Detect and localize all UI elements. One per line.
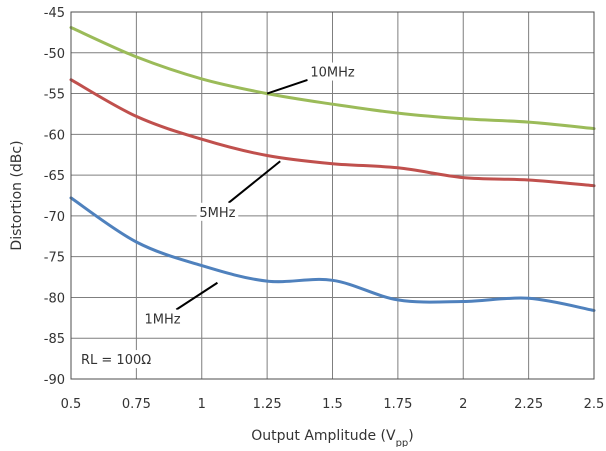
x-tick-label: 0.75 [122, 397, 151, 412]
x-tick-label: 0.5 [61, 397, 82, 412]
series-line-1mhz [69, 196, 596, 312]
x-tick-label: 1.75 [383, 397, 412, 412]
label-box-1mhz [141, 309, 184, 328]
y-tick-label: -55 [44, 88, 65, 103]
annotation-text: RL = 100Ω [81, 353, 151, 368]
x-tick-label: 2.5 [584, 397, 605, 412]
y-tick-label: -50 [44, 47, 65, 62]
y-axis-title: Distortion (dBc) [9, 140, 25, 250]
y-tick-label: -60 [44, 128, 65, 143]
series-label-5mhz: 5MHz [199, 206, 235, 221]
series-labels: 10MHz 5MHz 1MHz [141, 62, 358, 328]
leader-line-5mhz [227, 160, 281, 204]
axes: 0.5 0.75 1 1.25 1.5 1.75 2 2.25 2.5 -45 -50 -55 -60 -… [9, 6, 605, 449]
leader-line-10mhz [266, 79, 308, 95]
y-tick-label: -65 [44, 169, 65, 184]
series-line-5mhz [69, 78, 596, 188]
label-box-5mhz [196, 202, 239, 221]
x-tick-label: 1 [198, 397, 206, 412]
y-tick-label: -90 [44, 373, 65, 388]
plot-frame [70, 11, 595, 380]
y-tick-label: -75 [44, 251, 65, 266]
y-tick-label: -85 [44, 332, 65, 347]
label-box-10mhz [307, 62, 358, 81]
x-tick-label: 2.25 [514, 397, 543, 412]
annotation-box [77, 350, 177, 369]
leader-line-1mhz [175, 281, 218, 311]
y-tick-label: -45 [44, 6, 65, 21]
series-line-10mhz [69, 26, 596, 131]
y-tick-label: -70 [44, 210, 65, 225]
series-lines [69, 26, 596, 312]
x-tick-label: 1.25 [253, 397, 282, 412]
y-tick-label: -80 [44, 291, 65, 306]
annotation: RL = 100Ω [77, 350, 177, 369]
x-axis-title: Output Amplitude (Vpp) [251, 428, 414, 447]
series-label-10mhz: 10MHz [310, 66, 355, 81]
series-label-1mhz: 1MHz [144, 313, 180, 328]
x-tick-label: 2 [459, 397, 467, 412]
x-tick-label: 1.5 [322, 397, 343, 412]
